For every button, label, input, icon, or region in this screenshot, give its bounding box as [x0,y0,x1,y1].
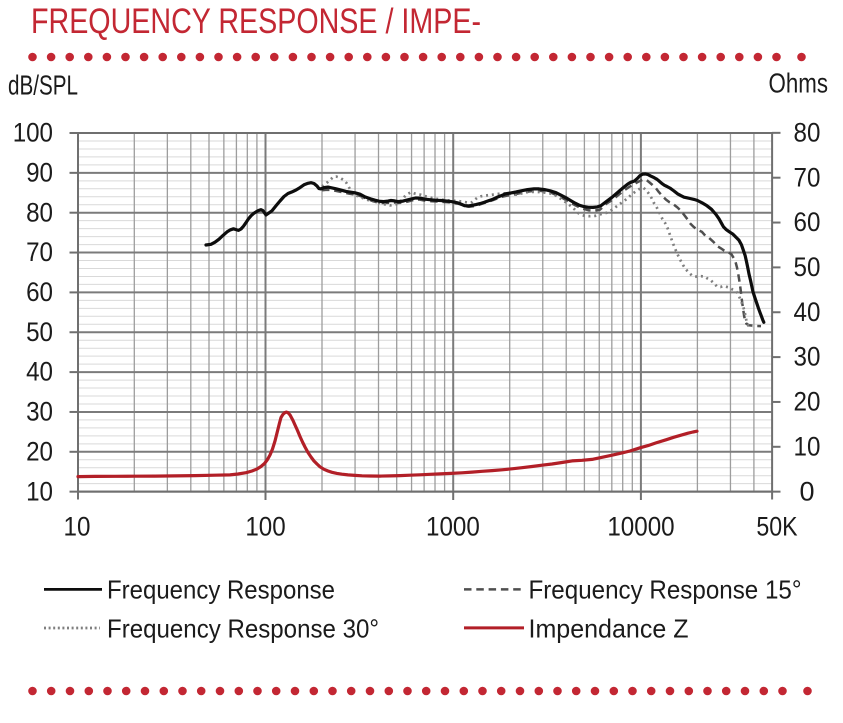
svg-text:70: 70 [26,237,53,267]
svg-text:70: 70 [794,162,821,192]
svg-text:20: 20 [794,387,821,417]
svg-text:50K: 50K [756,512,797,542]
svg-text:Frequency Response 15°: Frequency Response 15° [529,575,802,605]
svg-text:Impendance Z: Impendance Z [529,614,689,644]
svg-text:40: 40 [794,297,821,327]
svg-text:10000: 10000 [607,512,674,542]
svg-text:40: 40 [26,357,53,387]
svg-text:100: 100 [13,118,53,148]
svg-text:50: 50 [794,252,821,282]
svg-text:60: 60 [794,207,821,237]
svg-text:0: 0 [799,476,814,506]
svg-text:30: 30 [794,342,821,372]
svg-text:Ohms: Ohms [769,68,829,99]
svg-text:20: 20 [26,436,53,466]
svg-text:100: 100 [245,512,285,542]
svg-text:60: 60 [26,277,53,307]
svg-text:80: 80 [794,118,821,148]
svg-text:FREQUENCY RESPONSE / IMPE-: FREQUENCY RESPONSE / IMPE- [31,1,481,41]
svg-text:90: 90 [26,157,53,187]
svg-text:10: 10 [64,512,91,542]
svg-text:dB/SPL: dB/SPL [8,70,78,101]
svg-text:30: 30 [26,397,53,427]
svg-text:10: 10 [794,431,821,461]
svg-text:10: 10 [26,476,53,506]
svg-text:Frequency Response 30°: Frequency Response 30° [107,614,379,644]
svg-text:Frequency Response: Frequency Response [107,575,335,605]
svg-text:1000: 1000 [426,512,480,542]
svg-text:50: 50 [26,317,53,347]
svg-text:80: 80 [26,197,53,227]
